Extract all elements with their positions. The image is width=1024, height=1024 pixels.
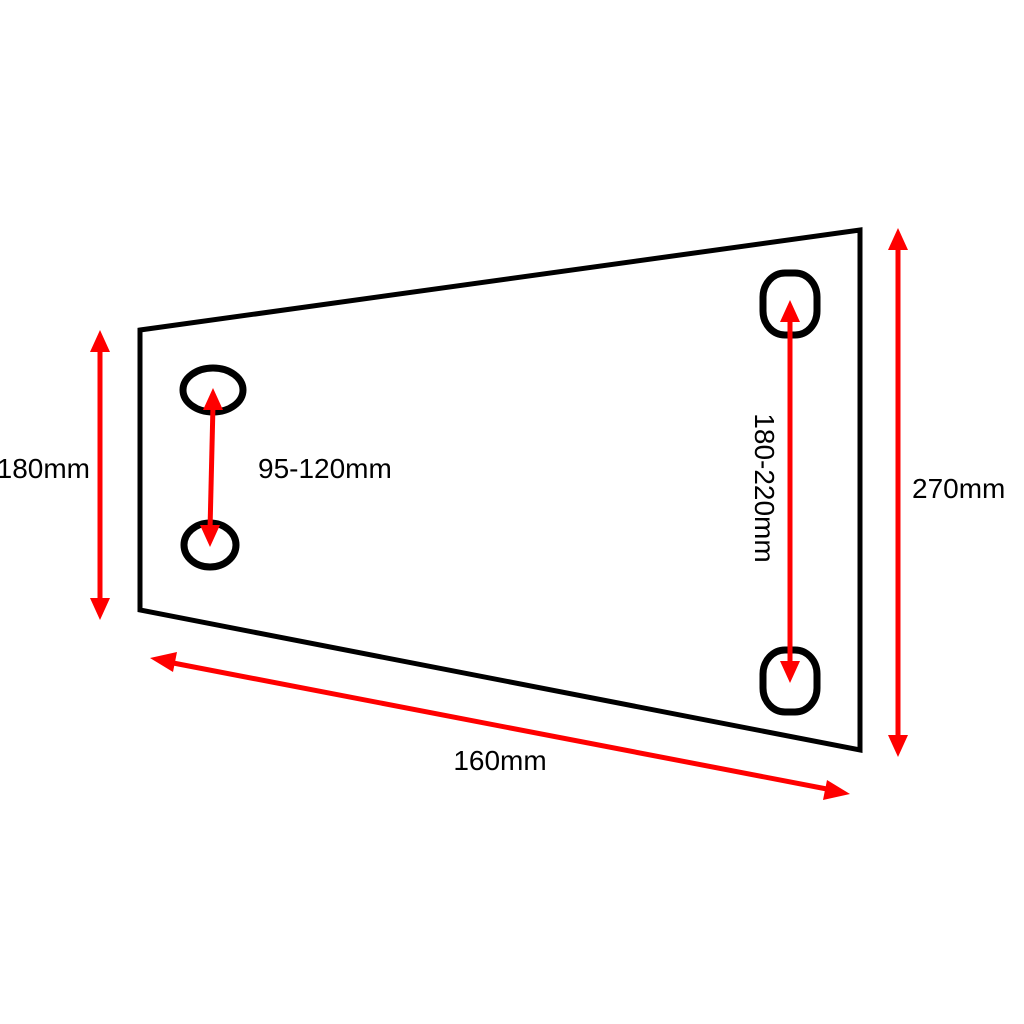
dim-bottom-width-label: 160mm [453,745,546,776]
dim-right-height: 270mm [888,228,1005,757]
dim-right-holes: 180-220mm [749,300,800,683]
dim-left-holes-label: 95-120mm [258,453,392,484]
dim-right-holes-label: 180-220mm [749,413,780,562]
dim-left-height: 180mm [0,330,110,620]
dim-left-height-label: 180mm [0,453,90,484]
dimension-diagram: 180mm 95-120mm 180-220mm 270mm 160mm [0,0,1024,1024]
dim-right-height-label: 270mm [912,473,1005,504]
